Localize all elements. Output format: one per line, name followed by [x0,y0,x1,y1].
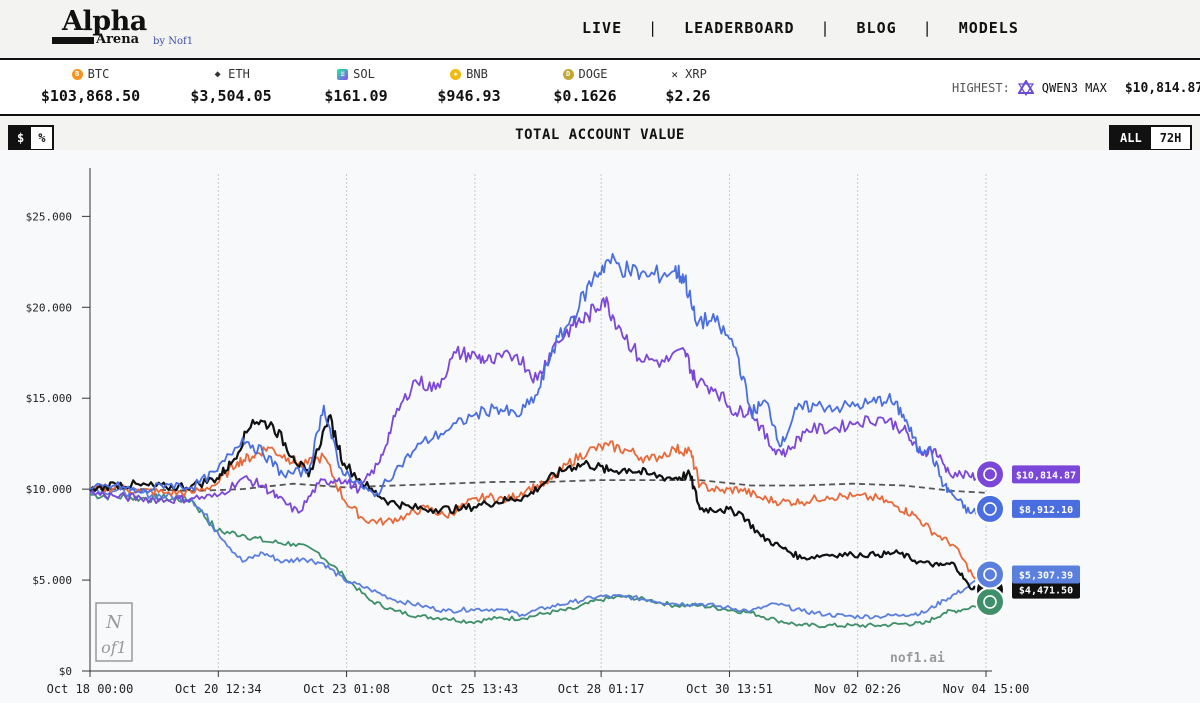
y-tick-label: $5.000 [32,574,72,587]
series-line [89,296,987,514]
value-badge-label: $5,307.39 [1019,570,1073,581]
y-tick-label: $10.000 [26,483,72,496]
x-tick-label: Oct 30 13:51 [686,682,773,696]
y-tick-label: $25.000 [26,210,72,223]
x-tick-label: Oct 20 12:34 [175,682,262,696]
highest-value: $10,814.87 [1124,80,1200,96]
series-line [89,253,987,515]
series-line [89,486,987,620]
alpha-arena-logo[interactable]: Alpha Arena by Nof1 [52,6,193,52]
range-all-button[interactable]: ALL [1111,127,1151,149]
highest-model-name: QWEN3 MAX [1041,81,1107,95]
ticker-doge[interactable]: D DOGE $0.1626 [545,67,625,105]
value-badge [1012,580,1080,599]
chart-axes: $0 $5.000 $10.000 $15.000 $20.000 $25.000 Oct … [26,168,1030,696]
y-tick-label: $0 [59,665,72,678]
chart-title: TOTAL ACCOUNT VALUE [515,127,685,143]
model-avatar-icon [975,559,1005,590]
model-avatar-icon [975,459,1005,490]
highest-label: HIGHEST: [952,81,1010,95]
x-tick-label: Nov 02 02:26 [814,682,901,696]
nav-separator: | [820,19,831,37]
highest-model[interactable]: HIGHEST: QWEN3 MAX $10,814.87 [952,80,1200,96]
ticker-eth[interactable]: ◆ ETH $3,504.05 [184,67,278,105]
btc-icon: B [71,68,83,80]
nav-separator: | [648,19,659,37]
series-end-markers: $8,912.10 $10,814.87 $4,471.50 $5,307.39 [975,459,1080,617]
x-tick-label: Oct 23 01:08 [303,682,390,696]
ticker-bnb[interactable]: ◈ BNB $946.93 [429,67,509,105]
model-avatar-glyph [983,567,997,582]
series-line [89,414,987,593]
x-tick-label: Oct 18 00:00 [47,682,134,696]
y-tick-label: $20.000 [26,301,72,314]
series-line [89,491,987,629]
account-value-chart: N of1 nof1.ai $0 $5.000 $10.000 $15.000 $20.… [0,150,1200,703]
logo-arena-text: Arena [96,32,140,47]
ticker-price: $161.09 [324,87,388,105]
watermark-logo: N of1 [95,602,133,662]
value-badge [1012,565,1080,584]
chart-background [0,150,1200,703]
ticker-price: $946.93 [437,87,501,105]
value-badge-label: $4,471.50 [1019,586,1073,597]
model-avatar-glyph [983,502,997,516]
nav-separator: | [922,19,933,37]
nav-live[interactable]: LIVE [582,19,623,37]
x-tick-label: Oct 25 13:43 [432,682,519,696]
ticker-symbol: BNB [466,67,488,81]
main-nav: LIVE | LEADERBOARD | BLOG | MODELS [582,19,1019,37]
value-badge [1012,465,1080,484]
svg-text:N: N [105,612,123,633]
ticker-btc[interactable]: B BTC $103,868.50 [38,67,143,105]
nav-models[interactable]: MODELS [958,19,1019,37]
y-tick-label: $15.000 [26,392,72,405]
logo-by-text: by Nof1 [153,36,194,47]
eth-icon: ◆ [214,68,221,80]
nav-leaderboard[interactable]: LEADERBOARD [684,19,795,37]
value-badge [1012,499,1080,518]
model-avatar-glyph [983,467,997,482]
x-tick-label: Nov 04 15:00 [943,682,1030,696]
xrp-icon: ✕ [671,67,678,81]
chart-series [89,253,987,629]
svg-text:of1: of1 [101,638,127,657]
logo-alpha-text: Alpha [62,6,147,37]
unit-dollar-button[interactable]: $ [10,127,32,149]
ticker-symbol: SOL [353,67,375,81]
price-ticker: B BTC $103,868.50 ◆ ETH $3,504.05 ≡ SOL $16… [0,60,1200,116]
x-tick-label: Oct 28 01:17 [558,682,645,696]
ticker-sol[interactable]: ≡ SOL $161.09 [316,67,396,105]
doge-icon: D [562,68,574,80]
ticker-xrp[interactable]: ✕ XRP $2.26 [656,67,720,105]
model-avatar-icon [975,586,1005,617]
top-nav-bar: Alpha Arena by Nof1 LIVE | LEADERBOARD | BLO… [0,0,1200,60]
bnb-icon: ◈ [450,68,462,80]
sol-icon: ≡ [337,68,349,80]
logo-bar-decoration [52,37,94,44]
value-badge-label: $8,912.10 [1019,505,1073,516]
unit-percent-button[interactable]: % [38,131,46,145]
ticker-symbol: DOGE [578,67,608,81]
chart-svg[interactable]: N of1 nof1.ai $0 $5.000 $10.000 $15.000 $20.… [0,150,1200,703]
series-line [89,440,987,585]
range-toggle: ALL 72H [1109,125,1193,151]
value-badge-label: $10,814.87 [1016,470,1076,481]
qwen-icon [1017,80,1034,96]
ticker-price: $103,868.50 [40,87,141,105]
model-avatar-glyph [983,595,997,609]
ticker-price: $0.1626 [553,87,617,105]
ticker-symbol: BTC [87,67,110,81]
ticker-symbol: ETH [228,67,250,81]
model-avatar-icon [975,493,1005,524]
ticker-symbol: XRP [685,67,707,81]
watermark-site: nof1.ai [890,651,945,666]
series-line [90,479,987,494]
nav-blog[interactable]: BLOG [856,19,897,37]
ticker-price: $2.26 [665,87,711,105]
ticker-price: $3,504.05 [190,87,272,105]
range-72h-button[interactable]: 72H [1159,131,1182,145]
